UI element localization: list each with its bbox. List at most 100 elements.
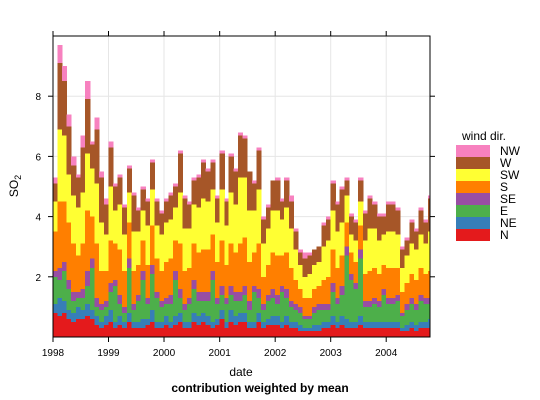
x-tick-label: 1998 xyxy=(42,348,65,359)
bar-segment-n xyxy=(418,327,424,337)
bar-segment-sw xyxy=(168,219,174,259)
bar-segment-s xyxy=(126,222,132,259)
bar-segment-n xyxy=(242,321,248,337)
bar-segment-se xyxy=(159,300,165,307)
bar-segment-n xyxy=(122,327,128,337)
bar-segment-e xyxy=(131,309,137,322)
bar-segment-se xyxy=(57,267,63,280)
y-tick-label: 4 xyxy=(35,213,41,224)
bar-segment-w xyxy=(298,252,304,265)
bar-segment-ne xyxy=(196,315,202,325)
bar-segment-w xyxy=(339,189,345,223)
bar-segment-e xyxy=(256,297,262,313)
bar-segment-se xyxy=(409,297,415,304)
bar-segment-s xyxy=(275,255,281,295)
bar-segment-sw xyxy=(177,192,183,244)
bar-segment-e xyxy=(251,291,258,322)
bar-segment-e xyxy=(210,279,216,322)
bar-segment-sw xyxy=(256,189,262,244)
bar-segment-nw xyxy=(89,141,95,145)
bar-segment-sw xyxy=(261,243,267,277)
bar-segment-e xyxy=(335,303,341,322)
bar-segment-w xyxy=(168,195,174,220)
bar-segment-nw xyxy=(423,219,429,223)
plot-frame xyxy=(52,35,431,338)
bar-segment-ne xyxy=(413,324,419,331)
bar-segment-s xyxy=(150,225,156,265)
bar-segment-w xyxy=(321,225,327,247)
bar-segment-ne xyxy=(376,321,382,328)
bar-segment-n xyxy=(395,327,401,337)
bar-segment-n xyxy=(103,324,109,337)
bar-segment-se xyxy=(307,315,313,319)
bar-segment-se xyxy=(275,294,281,304)
bar-segment-n xyxy=(61,312,68,337)
x-tick-label: 2002 xyxy=(264,348,287,359)
bar-segment-s xyxy=(233,252,239,292)
bar-segment-s xyxy=(427,270,431,298)
legend-swatch-w xyxy=(456,157,490,169)
bar-segment-e xyxy=(427,303,431,319)
bar-segment-sw xyxy=(108,186,114,241)
bar-segment-w xyxy=(237,135,244,178)
bar-segment-se xyxy=(251,285,258,292)
bar-segment-s xyxy=(293,279,299,304)
bar-segment-se xyxy=(386,297,392,304)
bar-segment-w xyxy=(265,207,271,229)
bar-segment-ne xyxy=(242,312,248,322)
bar-segment-sw xyxy=(173,207,179,241)
bar-segment-ne xyxy=(177,312,183,322)
bar-segment-w xyxy=(330,183,336,211)
bar-segment-ne xyxy=(140,318,146,328)
bar-segment-nw xyxy=(237,132,244,136)
bar-segment-nw xyxy=(191,177,197,181)
bar-segment-n xyxy=(270,324,276,337)
bar-segment-ne xyxy=(214,318,221,325)
bar-segment-ne xyxy=(400,327,406,331)
bar-segment-sw xyxy=(353,240,359,262)
bar-segment-n xyxy=(140,327,146,337)
bar-segment-s xyxy=(265,264,271,295)
bar-segment-w xyxy=(288,201,294,229)
bar-segment-n xyxy=(145,324,151,337)
bar-segment-e xyxy=(409,303,415,322)
bar-segment-w xyxy=(177,153,183,193)
bar-segment-sw xyxy=(94,183,100,244)
bar-segment-nw xyxy=(358,177,364,181)
bar-segment-e xyxy=(214,303,221,319)
bar-segment-nw xyxy=(372,201,378,205)
bar-segment-nw xyxy=(164,198,170,202)
bar-segment-ne xyxy=(61,300,68,313)
bar-segment-ne xyxy=(219,309,225,319)
bar-segment-ne xyxy=(261,321,267,328)
legend-label-ne: NE xyxy=(500,216,517,230)
y-axis-label-subscript: 2 xyxy=(13,175,23,180)
bar-segment-se xyxy=(89,258,95,268)
bar-segment-w xyxy=(251,183,258,211)
bar-segment-nw xyxy=(122,204,128,208)
bar-segment-ne xyxy=(395,321,401,328)
bar-segment-n xyxy=(265,324,271,337)
bar-segment-sw xyxy=(413,249,419,280)
bar-segment-e xyxy=(117,303,123,316)
bar-segment-sw xyxy=(367,228,373,271)
bar-segment-sw xyxy=(339,222,345,256)
bar-segment-se xyxy=(270,288,276,298)
bar-segment-se xyxy=(173,270,179,280)
bar-segment-se xyxy=(312,306,318,313)
bar-segment-ne xyxy=(279,321,285,328)
bar-segment-e xyxy=(325,309,332,322)
bar-segment-sw xyxy=(182,228,188,271)
bar-segment-s xyxy=(57,201,63,268)
bar-segment-s xyxy=(307,297,313,316)
bar-segment-e xyxy=(330,291,336,316)
bar-segment-nw xyxy=(298,249,304,253)
bar-segment-n xyxy=(307,330,313,337)
bar-segment-e xyxy=(413,309,419,325)
bar-segment-e xyxy=(270,297,276,316)
bar-segment-s xyxy=(219,240,225,286)
bar-segment-sw xyxy=(228,192,234,244)
bar-segment-ne xyxy=(159,321,165,328)
bar-segment-ne xyxy=(265,318,271,325)
bar-segment-ne xyxy=(57,297,63,316)
